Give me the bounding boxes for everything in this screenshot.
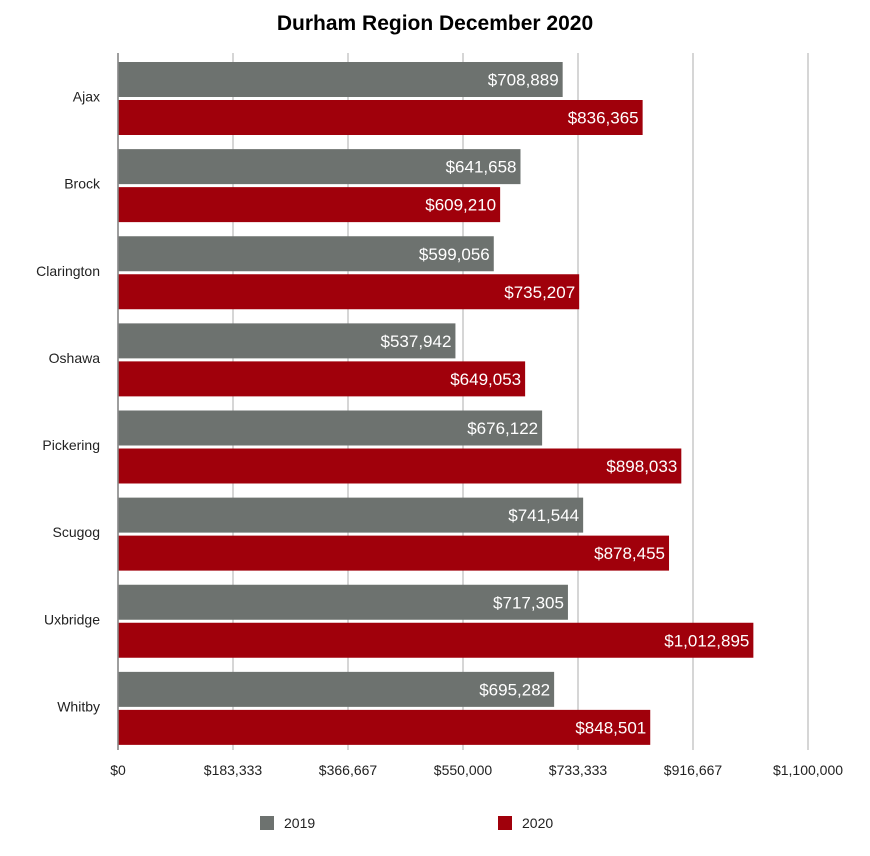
data-label-2020: $649,053 [450,370,521,389]
category-label: Pickering [42,437,100,453]
data-label-2020: $735,207 [504,283,575,302]
bar-2019 [118,236,494,272]
bar-2019 [118,410,543,446]
data-label-2019: $599,056 [419,245,490,264]
bar-2020 [118,361,526,397]
category-label: Clarington [36,263,100,279]
x-tick-label: $0 [110,762,126,778]
x-tick-label: $366,667 [319,762,378,778]
x-tick-label: $916,667 [664,762,723,778]
legend-item-2020: 2020 [498,815,553,831]
x-tick-label: $1,100,000 [773,762,843,778]
data-label-2020: $848,501 [575,718,646,737]
data-label-2019: $676,122 [467,419,538,438]
legend-item-2019: 2019 [260,815,315,831]
data-label-2019: $695,282 [479,680,550,699]
bar-2019 [118,323,456,359]
category-label: Brock [64,176,101,192]
bar-2019 [118,671,555,707]
legend-swatch-2019 [260,816,274,830]
bar-2020 [118,709,651,745]
category-label: Oshawa [49,350,101,366]
x-tick-label: $183,333 [204,762,263,778]
x-tick-label: $550,000 [434,762,493,778]
data-label-2020: $609,210 [425,196,496,215]
data-label-2019: $717,305 [493,593,564,612]
bar-2019 [118,62,563,97]
x-tick-label: $733,333 [549,762,608,778]
data-label-2020: $878,455 [594,544,665,563]
bar-2020 [118,274,580,310]
bar-2020 [118,622,754,658]
category-label: Scugog [53,524,100,540]
legend-label-2020: 2020 [522,815,554,831]
category-label: Uxbridge [44,611,100,627]
bar-2020 [118,100,643,135]
data-label-2019: $537,942 [381,332,452,351]
category-label: Ajax [73,89,100,105]
data-label-2019: $708,889 [488,71,559,90]
bar-2019 [118,584,568,620]
data-label-2020: $898,033 [606,457,677,476]
data-label-2020: $1,012,895 [664,631,749,650]
bar-2019 [118,497,584,533]
data-label-2019: $641,658 [446,158,517,177]
bar-2020 [118,187,501,223]
legend-label-2019: 2019 [284,815,316,831]
chart-title: Durham Region December 2020 [276,12,594,35]
category-label: Whitby [57,698,100,714]
bar-2020 [118,535,670,571]
data-label-2019: $741,544 [508,506,579,525]
legend-swatch-2020 [498,816,512,830]
data-label-2020: $836,365 [568,109,639,128]
bar-2019 [118,149,521,185]
bar-2020 [118,448,682,484]
